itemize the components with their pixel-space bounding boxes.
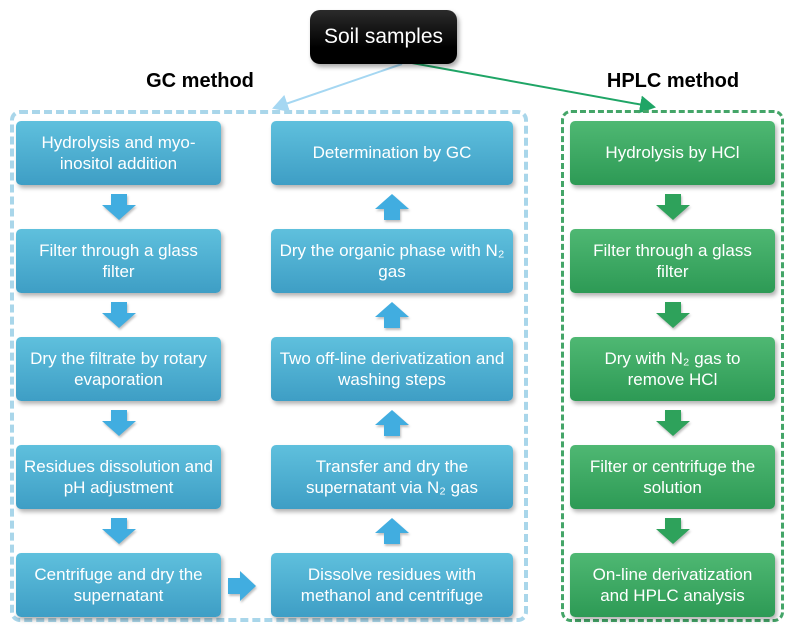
gc-method-frame — [10, 110, 528, 622]
up-arrow-icon — [375, 410, 409, 436]
gc-step-centrifuge: Centrifuge and dry the supernatant — [16, 553, 221, 617]
up-arrow-icon — [375, 194, 409, 220]
gc-method-header: GC method — [146, 70, 254, 92]
gc-step-dissolve-methanol: Dissolve residues with methanol and cent… — [271, 553, 513, 617]
hplc-step-glass-filter: Filter through a glass filter — [570, 229, 775, 293]
gc-step-rotary-evaporation: Dry the filtrate by rotary evaporation — [16, 337, 221, 401]
gc-step-glass-filter: Filter through a glass filter — [16, 229, 221, 293]
gc-step-hydrolysis: Hydrolysis and myo-inositol addition — [16, 121, 221, 185]
down-arrow-icon — [101, 194, 136, 220]
hplc-step-hydrolysis-hcl: Hydrolysis by HCl — [570, 121, 775, 185]
down-arrow-icon — [655, 410, 690, 436]
up-arrow-icon — [375, 518, 409, 544]
gc-step-derivatization-washing: Two off-line derivatization and washing … — [271, 337, 513, 401]
down-arrow-icon — [655, 518, 690, 544]
right-arrow-icon — [228, 571, 256, 601]
gc-step-determination: Determination by GC — [271, 121, 513, 185]
down-arrow-icon — [655, 302, 690, 328]
down-arrow-icon — [101, 410, 136, 436]
hplc-step-dry-n2-remove-hcl: Dry with N₂ gas to remove HCl — [570, 337, 775, 401]
gc-middle-column: Determination by GC Dry the organic phas… — [271, 121, 513, 617]
gc-step-ph-adjustment: Residues dissolution and pH adjustment — [16, 445, 221, 509]
soil-samples-label: Soil samples — [323, 25, 444, 48]
down-arrow-icon — [101, 518, 136, 544]
down-arrow-icon — [655, 194, 690, 220]
gc-step-dry-organic-phase: Dry the organic phase with N₂ gas — [271, 229, 513, 293]
hplc-column: Hydrolysis by HCl Filter through a glass… — [570, 121, 775, 617]
up-arrow-icon — [375, 302, 409, 328]
hplc-step-online-derivatization: On-line derivatization and HPLC analysis — [570, 553, 775, 617]
hplc-method-header: HPLC method — [606, 70, 740, 92]
hplc-step-filter-or-centrifuge: Filter or centrifuge the solution — [570, 445, 775, 509]
down-arrow-icon — [101, 302, 136, 328]
hplc-method-frame — [561, 110, 784, 622]
gc-step-transfer-dry-supernatant: Transfer and dry the supernatant via N₂ … — [271, 445, 513, 509]
gc-left-column: Hydrolysis and myo-inositol addition Fil… — [16, 121, 221, 617]
soil-samples-node: Soil samples — [310, 10, 457, 64]
